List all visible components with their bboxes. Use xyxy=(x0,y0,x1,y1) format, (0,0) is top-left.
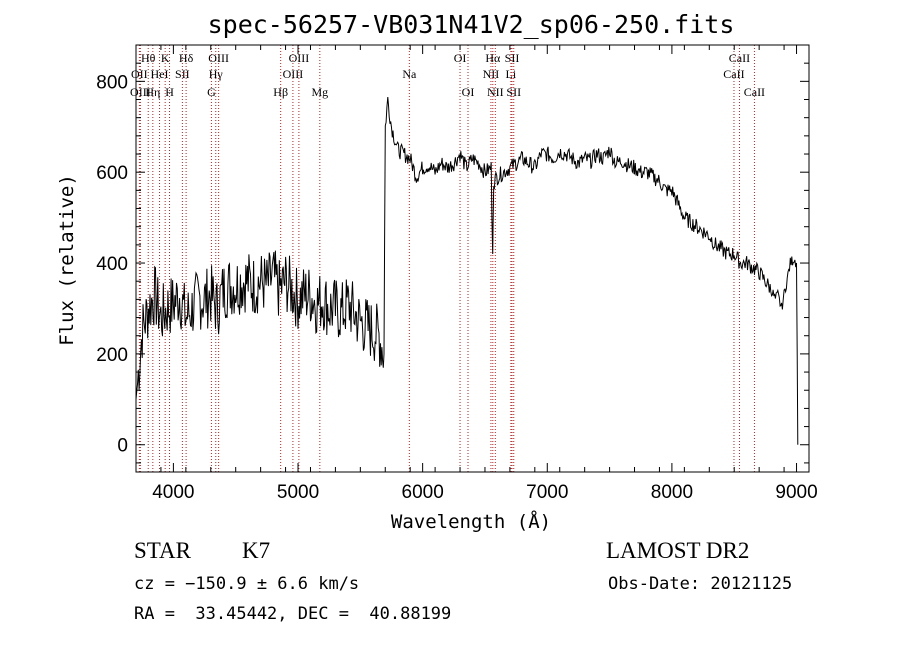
spectral-line-label: NII xyxy=(483,67,500,81)
spectral-line-label: CaII xyxy=(744,85,765,99)
axis-ticks: 4000 5000 6000 7000 8000 9000 0 200 400 600 800 xyxy=(96,45,818,503)
spectral-line-label: Hη xyxy=(145,85,160,99)
y-tick-label: 400 xyxy=(96,254,128,275)
spectral-line-label: G xyxy=(207,85,216,99)
spectral-line-label: Li xyxy=(506,67,517,81)
redshift-velocity: cz = −150.9 ± 6.6 km/s xyxy=(134,574,360,594)
spectral-line-label: NII xyxy=(487,85,504,99)
spectral-line-label: SII xyxy=(175,67,190,81)
x-tick-label: 9000 xyxy=(775,482,817,503)
spectral-line-label: OIII xyxy=(289,51,310,65)
spectral-line-label: Na xyxy=(402,67,417,81)
chart-title: spec-56257-VB031N41V2_sp06-250.fits xyxy=(208,10,735,39)
x-tick-label: 7000 xyxy=(526,482,568,503)
y-tick-label: 600 xyxy=(96,163,128,184)
spectral-line-label: OIII xyxy=(283,67,304,81)
spectral-line-label: HeI xyxy=(151,67,169,81)
x-axis-label: Wavelength (Å) xyxy=(391,510,551,533)
spectral-line-markers xyxy=(138,45,755,472)
spectral-line-label: OIII xyxy=(208,51,229,65)
spectral-line-label: OI xyxy=(454,51,467,65)
spectral-line-label: Hθ xyxy=(141,51,156,65)
spectral-line-label: Mg xyxy=(311,85,328,99)
x-tick-label: 8000 xyxy=(651,482,693,503)
x-tick-label: 5000 xyxy=(277,482,319,503)
spectral-line-label: CaII xyxy=(729,51,750,65)
spectral-line-label: Hδ xyxy=(179,51,194,65)
y-tick-label: 800 xyxy=(96,72,128,93)
object-class: STAR xyxy=(134,538,191,563)
y-tick-label: 200 xyxy=(96,345,128,366)
x-tick-label: 6000 xyxy=(402,482,444,503)
spectral-line-label: OII xyxy=(131,67,148,81)
object-subclass: K7 xyxy=(242,538,271,563)
spectral-line-label: OIII xyxy=(130,85,151,99)
spectral-line-label: Hγ xyxy=(209,67,224,81)
spectral-line-label: K xyxy=(161,51,170,65)
coordinates: RA = 33.45442, DEC = 40.88199 xyxy=(134,604,452,624)
spectrum-line xyxy=(135,96,799,445)
spectral-line-label: OI xyxy=(462,85,475,99)
spectral-line-label: SII xyxy=(506,85,521,99)
x-tick-label: 4000 xyxy=(152,482,194,503)
spectral-line-label: SII xyxy=(505,51,520,65)
spectral-line-label: CaII xyxy=(723,67,744,81)
observation-date: Obs-Date: 20121125 xyxy=(608,574,793,594)
y-axis-label: Flux (relative) xyxy=(56,174,78,346)
survey-name: LAMOST DR2 xyxy=(606,538,750,563)
plot-frame xyxy=(135,44,810,473)
y-tick-label: 0 xyxy=(117,436,128,457)
spectral-line-label: Hβ xyxy=(273,85,288,99)
spectral-line-label: H xyxy=(165,85,174,99)
spectral-line-label: Hα xyxy=(485,51,501,65)
